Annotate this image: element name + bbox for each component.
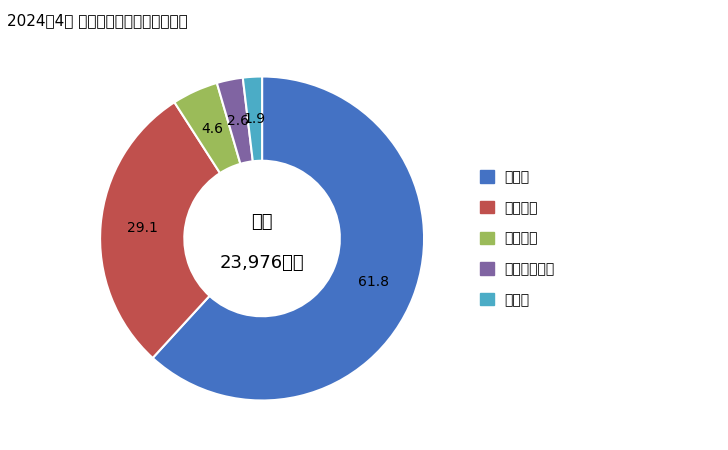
Text: 61.8: 61.8 (358, 275, 389, 289)
Wedge shape (217, 78, 253, 164)
Text: 4.6: 4.6 (202, 122, 223, 136)
Legend: スイス, フランス, イタリア, インドネシア, その他: スイス, フランス, イタリア, インドネシア, その他 (480, 170, 555, 307)
Text: 2.6: 2.6 (227, 114, 249, 128)
Text: 1.9: 1.9 (244, 112, 266, 126)
Text: 29.1: 29.1 (127, 221, 158, 235)
Wedge shape (153, 76, 424, 400)
Wedge shape (100, 102, 220, 358)
Text: 2024年4月 輸入相手国のシェア（％）: 2024年4月 輸入相手国のシェア（％） (7, 14, 188, 28)
Wedge shape (175, 83, 240, 173)
Text: 総額: 総額 (251, 213, 273, 231)
Text: 23,976万円: 23,976万円 (220, 254, 304, 272)
Wedge shape (242, 76, 262, 161)
